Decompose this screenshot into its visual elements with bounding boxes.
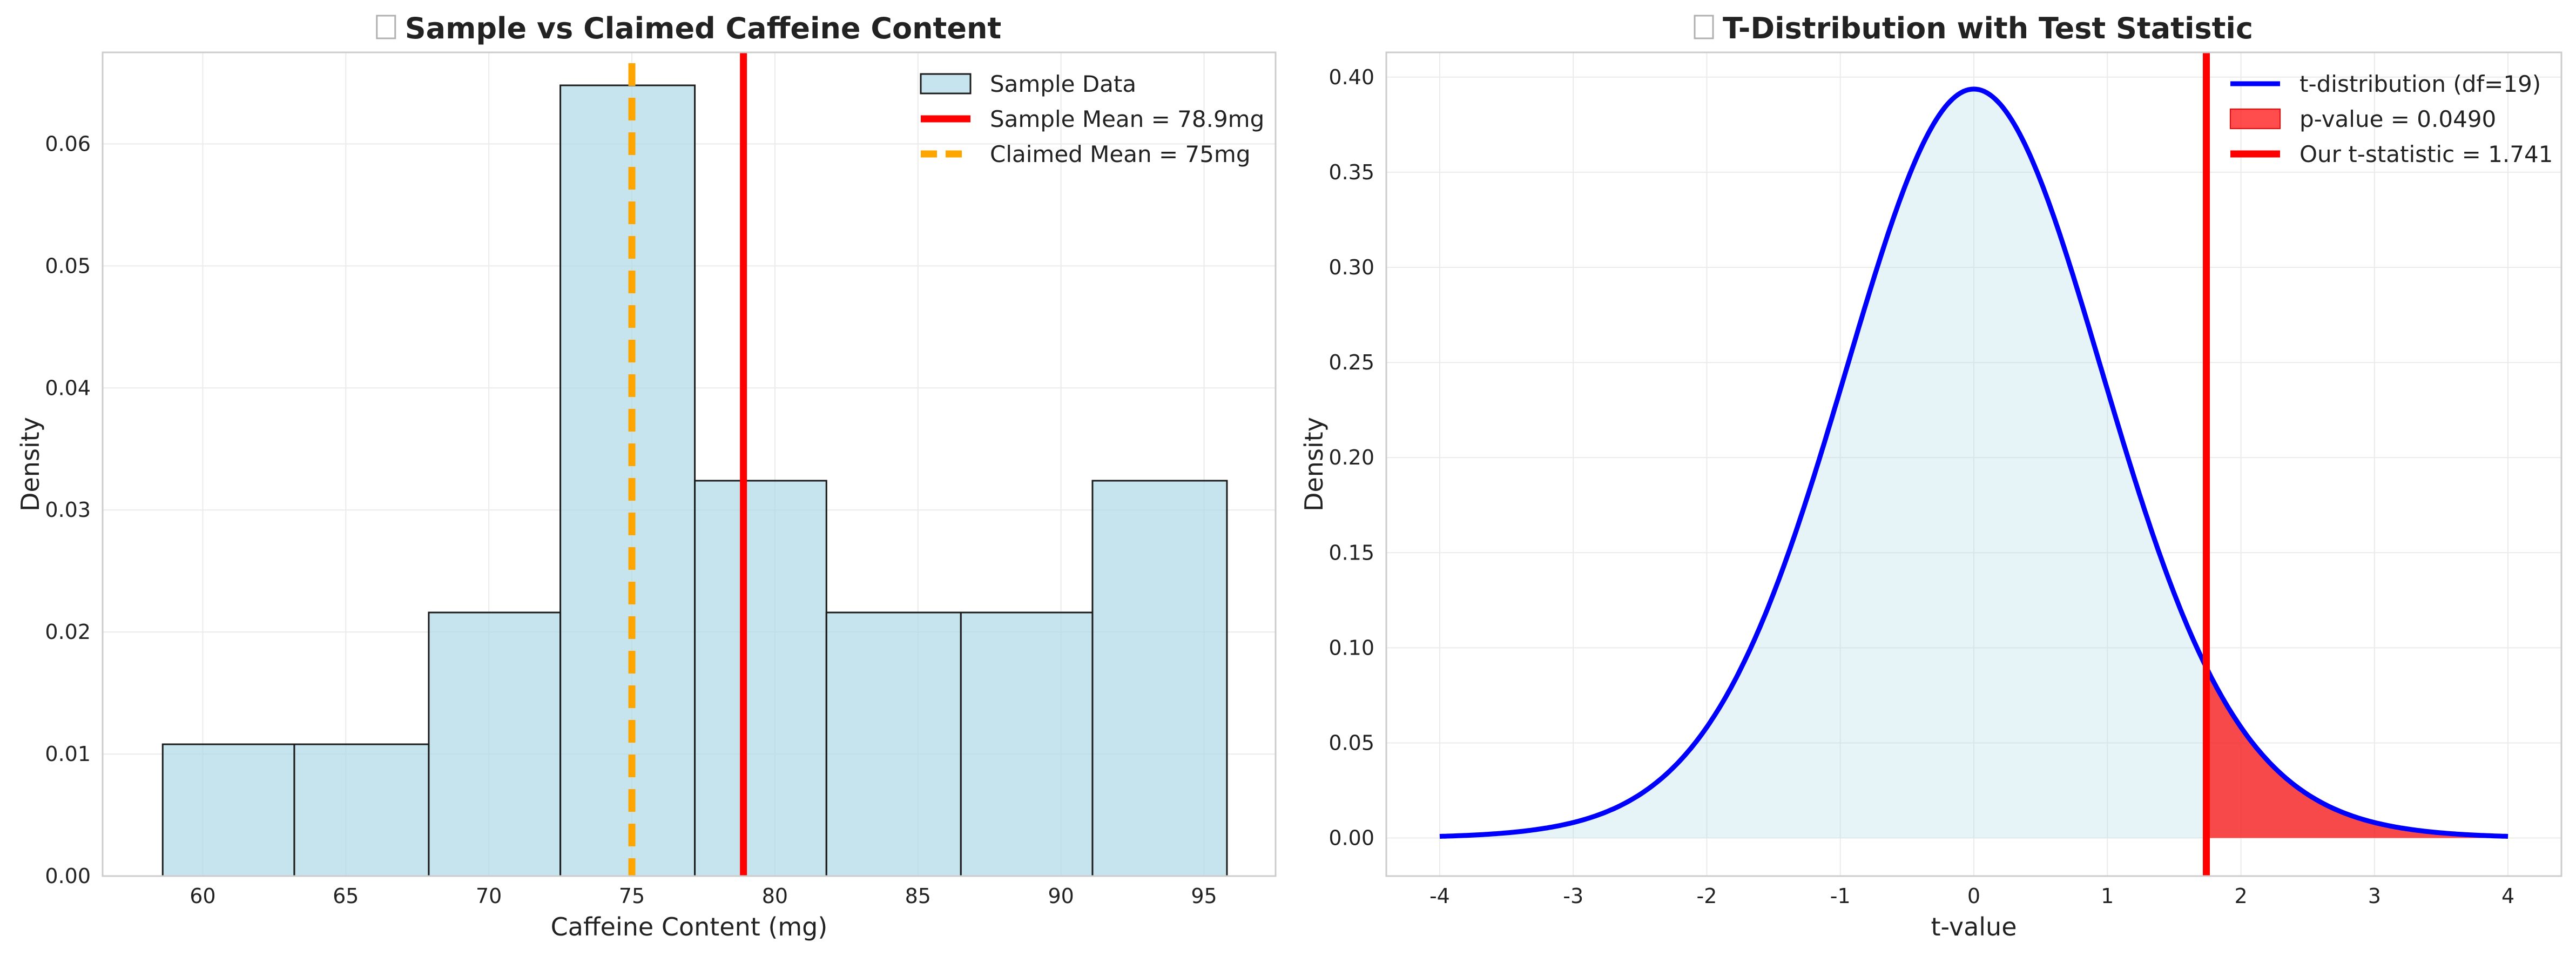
- legend-swatch-sample-data: [920, 73, 972, 95]
- x-axis-label: t-value: [1931, 912, 2017, 941]
- x-axis-label: Caffeine Content (mg): [551, 912, 828, 941]
- legend-label-p-value: p-value = 0.0490: [2299, 106, 2496, 132]
- histogram-bar: [559, 84, 696, 877]
- y-tick-label: 0.25: [1329, 351, 1374, 374]
- y-axis-label: Density: [16, 417, 45, 511]
- chart-title: T-Distribution with Test Statistic: [1694, 11, 2253, 45]
- histogram-bar: [960, 611, 1094, 877]
- y-tick-label: 0.05: [1329, 731, 1374, 755]
- y-tick-label: 0.05: [45, 254, 91, 278]
- x-tick-label: 70: [476, 884, 502, 908]
- y-tick-label: 0.02: [45, 620, 91, 644]
- x-tick-labels: 60 65 70 75 80 85 90 95: [190, 884, 1217, 908]
- t-distribution-curve: [1439, 86, 2508, 839]
- x-tick-label: 75: [619, 884, 645, 908]
- y-gridlines: [1386, 76, 2561, 839]
- chart-title-text: Sample vs Claimed Caffeine Content: [405, 11, 1001, 45]
- curve-area-fill: [1439, 89, 2508, 838]
- x-tick-label: 80: [762, 884, 788, 908]
- y-tick-labels: 0.00 0.05 0.10 0.15 0.20 0.25 0.30 0.35 0.40: [1329, 65, 1374, 850]
- histogram-bar: [161, 743, 295, 877]
- histogram-bar: [694, 480, 827, 877]
- y-tick-label: 0.03: [45, 498, 91, 522]
- p-value-tail-area: [2206, 667, 2508, 838]
- legend-label-t-distribution: t-distribution (df=19): [2299, 71, 2541, 97]
- x-tick-label: -3: [1563, 884, 1583, 908]
- missing-glyph-icon: [376, 15, 396, 39]
- x-tick-label: 0: [1967, 884, 1980, 908]
- legend: t-distribution (df=19) p-value = 0.0490 …: [2230, 71, 2553, 167]
- x-tick-label: 3: [2368, 884, 2381, 908]
- x-tick-labels: -4 -3 -2 -1 0 1 2 3 4: [1429, 884, 2514, 908]
- histogram-bar: [428, 611, 562, 877]
- t-distribution-panel: -4 -3 -2 -1 0 1 2 3 4 0.000.050.100.150.200.250.…: [1299, 11, 2562, 941]
- legend-label-sample-mean: Sample Mean = 78.9mg: [990, 106, 1264, 132]
- legend-label-claimed-mean: Claimed Mean = 75mg: [990, 141, 1251, 167]
- x-tick-label: 60: [190, 884, 215, 908]
- x-tick-label: -2: [1697, 884, 1717, 908]
- y-tick-label: 0.00: [45, 864, 91, 888]
- histogram-bars: [161, 84, 1228, 877]
- x-tick-label: 85: [905, 884, 931, 908]
- y-axis-label: Density: [1299, 417, 1329, 511]
- x-tick-label: 1: [2101, 884, 2114, 908]
- legend-swatch-p-value: [2230, 109, 2281, 129]
- y-tick-labels: 0.00 0.01 0.02 0.03 0.04 0.05 0.06: [45, 132, 91, 888]
- histogram-bar: [825, 611, 962, 877]
- legend-label-sample-data: Sample Data: [990, 71, 1136, 97]
- x-tick-label: 65: [333, 884, 359, 908]
- histogram-bar: [293, 743, 430, 877]
- y-tick-label: 0.20: [1329, 446, 1374, 469]
- reference-lines: [628, 52, 747, 876]
- chart-title-text: T-Distribution with Test Statistic: [1723, 11, 2253, 45]
- axes-frame: [1385, 51, 2562, 877]
- missing-glyph-icon: [1694, 15, 1714, 39]
- y-tick-label: 0.40: [1329, 65, 1374, 89]
- x-tick-label: 4: [2501, 884, 2514, 908]
- y-tick-label: 0.35: [1329, 160, 1374, 184]
- y-tick-label: 0.15: [1329, 541, 1374, 564]
- y-tick-label: 0.06: [45, 132, 91, 156]
- x-tick-label: 2: [2234, 884, 2247, 908]
- x-tick-label: 95: [1191, 884, 1217, 908]
- histogram-bar: [1091, 480, 1228, 877]
- legend: Sample Data Sample Mean = 78.9mg Claimed…: [920, 71, 1264, 167]
- legend-label-t-statistic: Our t-statistic = 1.741: [2299, 141, 2553, 167]
- x-tick-label: 90: [1048, 884, 1074, 908]
- axes-frame: [102, 51, 1277, 877]
- y-tick-label: 0.00: [1329, 826, 1374, 850]
- y-tick-label: 0.30: [1329, 255, 1374, 279]
- y-tick-label: 0.04: [45, 376, 91, 400]
- histogram-panel: 60 65 70 75 80 85 90 95 0.000.010.020.030.040.0…: [16, 11, 1277, 941]
- y-tick-label: 0.10: [1329, 636, 1374, 659]
- chart-title: Sample vs Claimed Caffeine Content: [376, 11, 1001, 45]
- x-tick-label: -4: [1429, 884, 1450, 908]
- y-tick-label: 0.01: [45, 742, 91, 766]
- x-tick-label: -1: [1830, 884, 1851, 908]
